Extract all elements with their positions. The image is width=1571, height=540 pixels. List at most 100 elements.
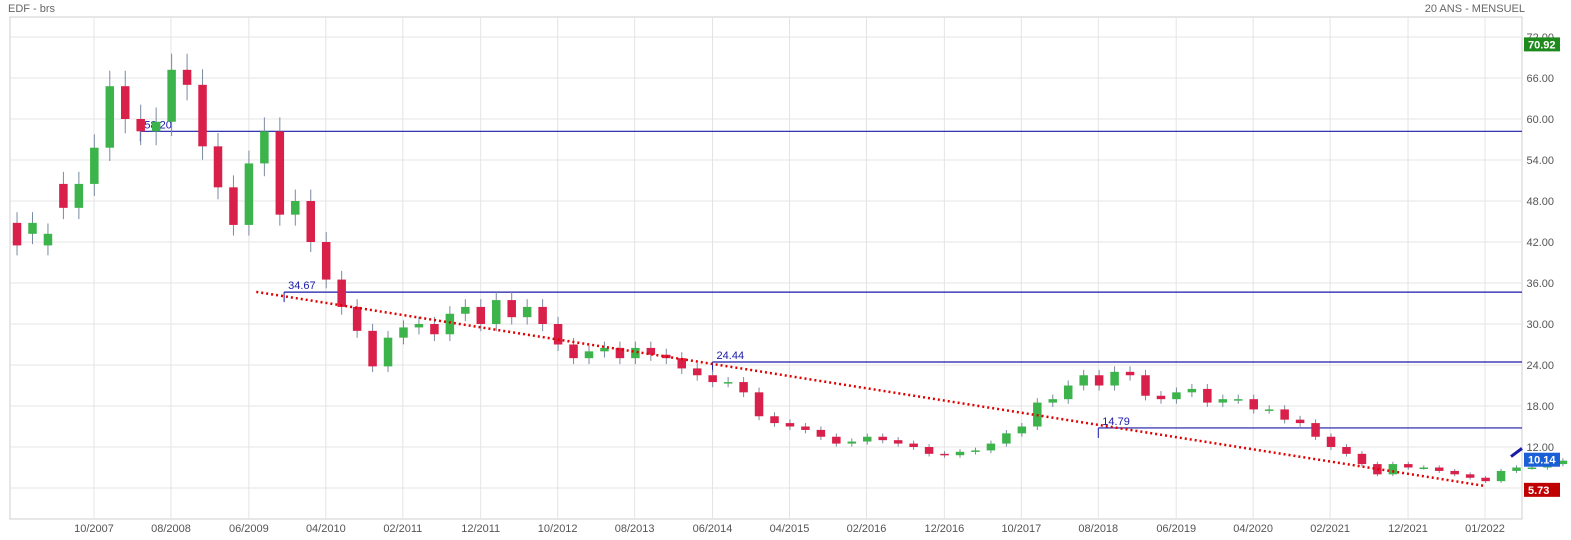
candle-down [1342,447,1351,454]
x-tick-label: 12/2011 [461,523,500,535]
candle-down [136,119,145,132]
candle-up [971,450,980,452]
candle-down [770,416,779,424]
x-tick-label: 06/2009 [229,523,269,535]
price-badge-label: 70.92 [1528,39,1556,51]
candle-down [229,187,238,225]
candle-up [1419,467,1429,469]
price-badge [1524,452,1560,467]
candle-up [1218,399,1228,403]
candle-down [801,426,810,430]
plot-frame [9,16,1523,520]
candle-down [1141,375,1150,396]
y-tick-label: 18.00 [1526,401,1554,413]
candle-down [1434,467,1444,471]
candle-up [1527,467,1537,469]
candle-up [1512,467,1521,471]
candle-down [569,344,578,359]
candle-down [337,279,346,307]
y-tick-label: 54.00 [1526,155,1554,167]
candle-up [723,382,733,384]
candle-up [151,121,161,132]
x-tick-label: 02/2011 [383,523,422,535]
candle-up [1063,385,1073,400]
candle-up [863,436,872,442]
y-tick-label: 36.00 [1526,278,1554,290]
candle-down [1404,464,1413,468]
candle-up [1187,388,1197,393]
candle-down [615,347,625,359]
candle-down [893,440,903,444]
candle-up [1079,375,1088,386]
candle-down [1295,419,1305,424]
candle-up [600,347,609,352]
y-tick-label: 60.00 [1526,114,1554,126]
candle-down [677,358,687,369]
candle-up [383,337,393,367]
x-tick-label: 04/2010 [306,523,346,535]
y-tick-label: 30.00 [1526,319,1554,331]
x-tick-label: 12/2021 [1388,523,1428,535]
x-tick-label: 10/2017 [1001,523,1041,535]
candle-up [43,233,53,246]
candle-down [1125,371,1135,376]
candle-up [1172,392,1181,400]
candle-down [275,131,285,215]
candle-down [1450,470,1459,475]
candle-down [12,222,22,246]
candle-down [816,429,826,437]
candle-down [1481,477,1490,482]
level-label: 24.44 [717,350,745,362]
x-tick-label: 06/2014 [693,523,733,535]
candle-down [1156,395,1166,400]
candle-down [182,69,192,85]
x-tick-label: 06/2019 [1156,523,1196,535]
price-badge-label: 10.14 [1528,455,1556,467]
candle-up [1002,433,1011,444]
candle-up [244,163,254,225]
chart-range-label: 20 ANS - MENSUEL [1424,3,1525,15]
candle-down [1465,474,1475,478]
candle-up [1496,470,1506,482]
candle-down [1203,388,1212,403]
y-tick-label: 12.00 [1526,442,1554,454]
candle-up [74,183,84,208]
candle-up [584,351,594,359]
candle-up [399,327,408,338]
y-tick-label: 48.00 [1526,196,1554,208]
candle-down [1311,423,1320,437]
level-label: 34.67 [288,280,316,292]
candle-down [538,306,547,324]
candle-down [1280,409,1289,420]
candle-down [739,382,748,393]
candle-up [28,222,37,234]
candle-down [1357,453,1367,465]
candle-up [1388,464,1398,475]
candle-up [1110,371,1119,386]
candle-down [59,183,68,208]
candle-up [1264,409,1274,411]
x-tick-label: 02/2021 [1310,523,1350,535]
candle-up [1048,399,1058,403]
candle-up [1558,460,1568,465]
candle-down [507,300,516,318]
candle-down [352,306,362,331]
y-tick-label: 66.00 [1526,73,1554,85]
x-tick-label: 01/2022 [1465,523,1505,535]
candle-down [940,453,949,456]
x-tick-label: 04/2015 [770,523,810,535]
candle-down [553,324,563,345]
candle-up [955,451,965,456]
candle-down [306,201,315,242]
candle-up [491,300,501,324]
candle-up [90,147,99,184]
candle-down [924,447,934,454]
candle-down [708,375,717,383]
candle-up [445,313,455,335]
price-badge [1524,37,1560,52]
chart-title: EDF - brs [8,3,56,15]
x-tick-label: 02/2016 [847,523,887,535]
candle-up [414,324,424,328]
candle-down [692,368,702,376]
candle-up [522,306,532,318]
